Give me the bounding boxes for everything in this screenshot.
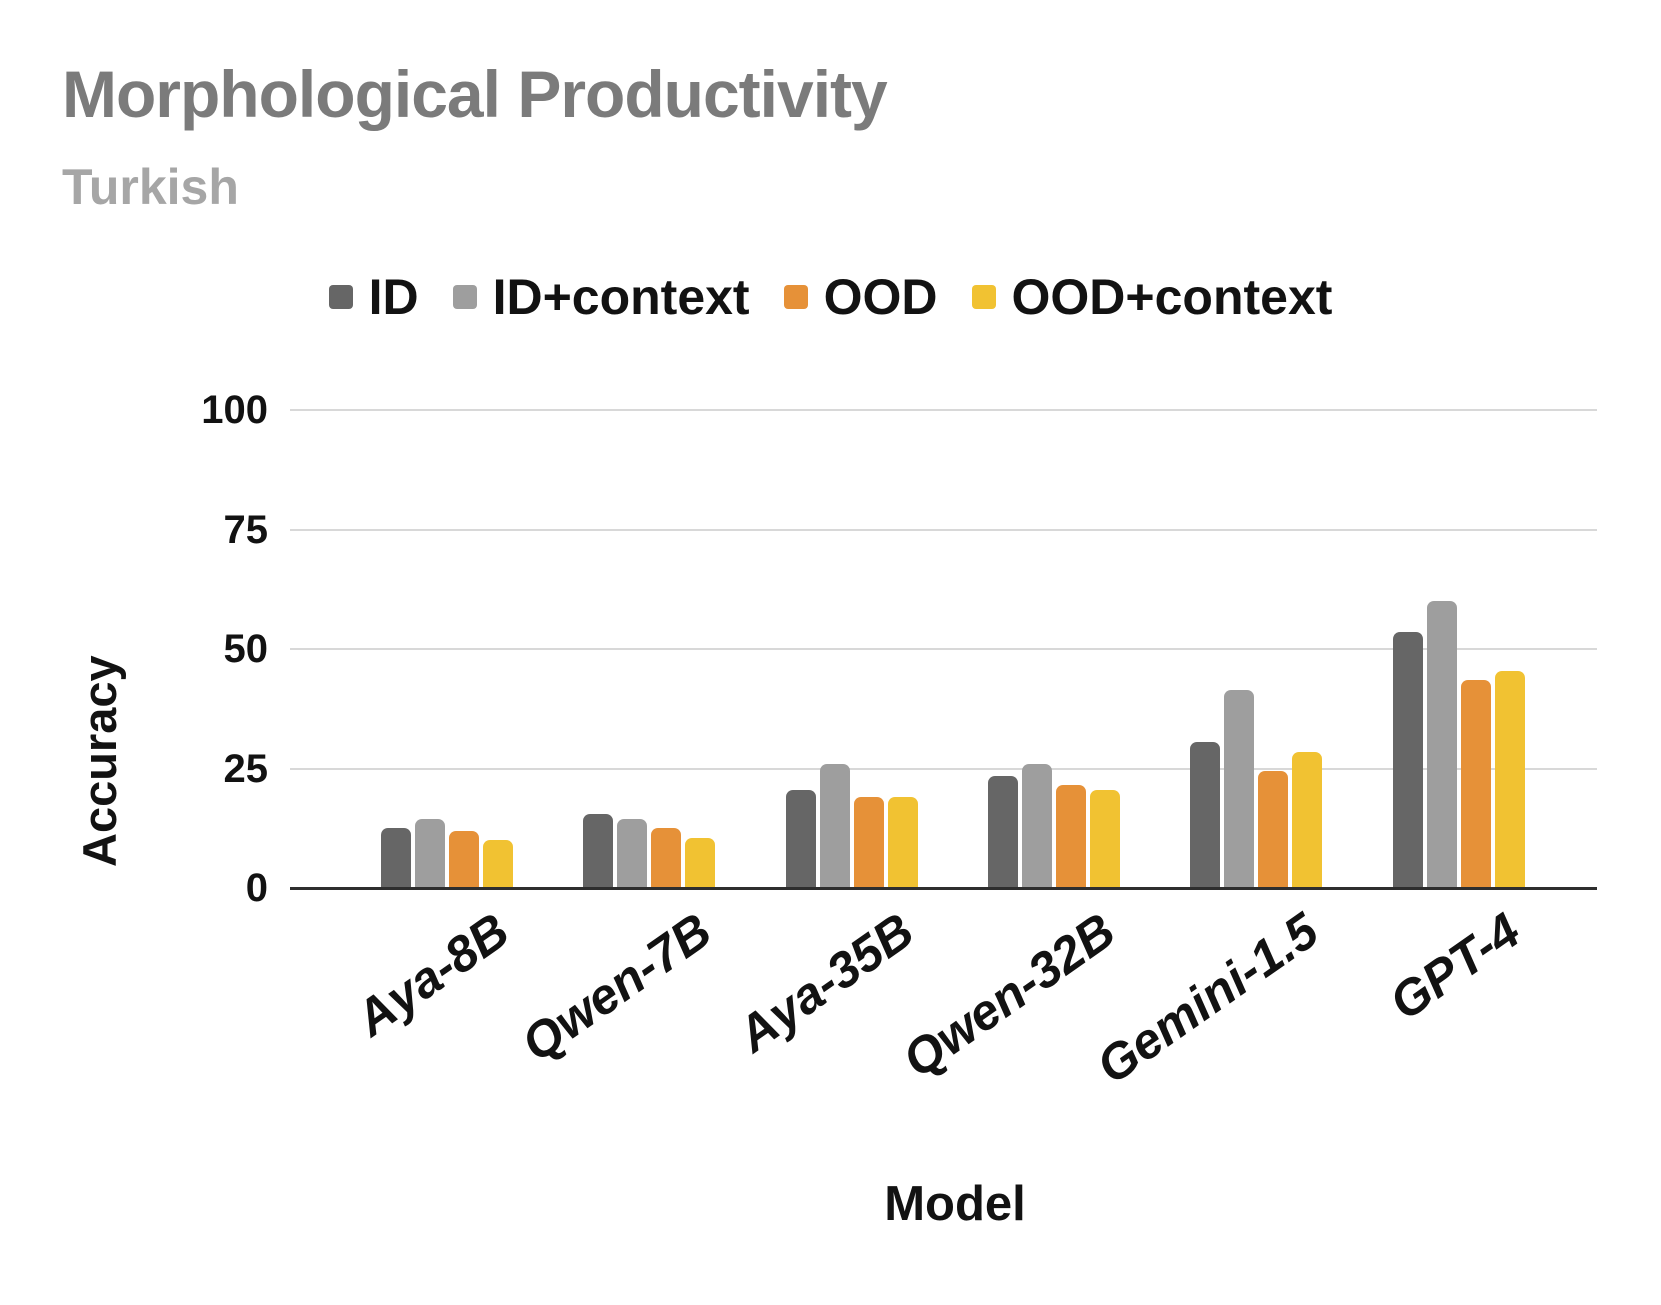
legend-label: OOD+context (1011, 269, 1333, 325)
x-tick-label: Aya-8B (345, 902, 519, 1047)
x-axis-title: Model (884, 1177, 1026, 1231)
bar-ID+context-Qwen-32B (1021, 763, 1052, 888)
bar-OOD-Qwen-7B (651, 828, 682, 888)
y-tick-label: 50 (223, 627, 269, 671)
x-axis-line (290, 887, 1597, 890)
bar-ID+context-Aya-35B (819, 763, 850, 888)
y-tick-label: 25 (223, 746, 269, 791)
bar-ID-Gemini-1.5 (1190, 742, 1221, 888)
bar-OOD-Aya-8B (449, 830, 479, 888)
bar-ID-Qwen-32B (987, 775, 1018, 888)
legend-swatch-icon (328, 285, 353, 309)
bar-OOD+context-Qwen-7B (685, 837, 716, 888)
chart-title: Morphological Productivity (62, 57, 888, 131)
bar-OOD+context-Gemini-1.5 (1292, 751, 1323, 888)
bar-ID-GPT-4 (1392, 632, 1423, 888)
bar-ID+context-GPT-4 (1426, 601, 1457, 888)
bar-ID+context-Aya-8B (415, 818, 445, 888)
legend-swatch-icon (783, 285, 808, 309)
y-tick-label: 0 (245, 866, 268, 910)
legend-item-ID+context: ID+context (452, 268, 750, 326)
bar-ID-Aya-8B (381, 828, 411, 888)
bar-OOD+context-Qwen-32B (1089, 790, 1120, 888)
legend-item-OOD: OOD (783, 268, 938, 326)
bar-OOD+context-Aya-35B (887, 797, 918, 888)
gridline-25 (290, 767, 1597, 770)
legend-label: ID+context (492, 269, 750, 325)
x-tick-label: GPT-4 (1379, 902, 1531, 1031)
bar-OOD-Qwen-32B (1055, 785, 1086, 888)
gridline-50 (290, 648, 1597, 650)
bar-OOD+context-Aya-8B (483, 840, 513, 888)
legend-item-ID: ID (328, 268, 419, 326)
bar-OOD-Aya-35B (853, 797, 884, 888)
x-tick-label: Qwen-7B (511, 902, 721, 1073)
legend-swatch-icon (971, 285, 996, 309)
bar-OOD-GPT-4 (1460, 680, 1491, 888)
x-tick-label: Qwen-32B (893, 902, 1126, 1089)
y-tick-label: 75 (223, 507, 269, 552)
x-tick-label: Aya-35B (727, 902, 924, 1063)
legend: ID ID+context OOD OOD+context (0, 268, 1661, 326)
legend-label: ID (368, 269, 419, 325)
x-tick-label: Gemini-1.5 (1086, 902, 1328, 1095)
gridline-75 (290, 528, 1597, 531)
bar-ID+context-Qwen-7B (617, 818, 648, 888)
legend-swatch-icon (452, 285, 477, 309)
legend-item-OOD+context: OOD+context (971, 268, 1333, 326)
y-tick-label: 100 (201, 388, 268, 432)
bar-OOD+context-GPT-4 (1494, 670, 1525, 888)
legend-label: OOD (823, 269, 938, 325)
chart-subtitle: Turkish (62, 159, 239, 215)
bar-ID-Aya-35B (785, 790, 816, 888)
bar-ID-Qwen-7B (583, 813, 614, 888)
bar-OOD-Gemini-1.5 (1258, 770, 1289, 888)
gridline-100 (290, 409, 1597, 411)
bar-ID+context-Gemini-1.5 (1224, 689, 1255, 888)
